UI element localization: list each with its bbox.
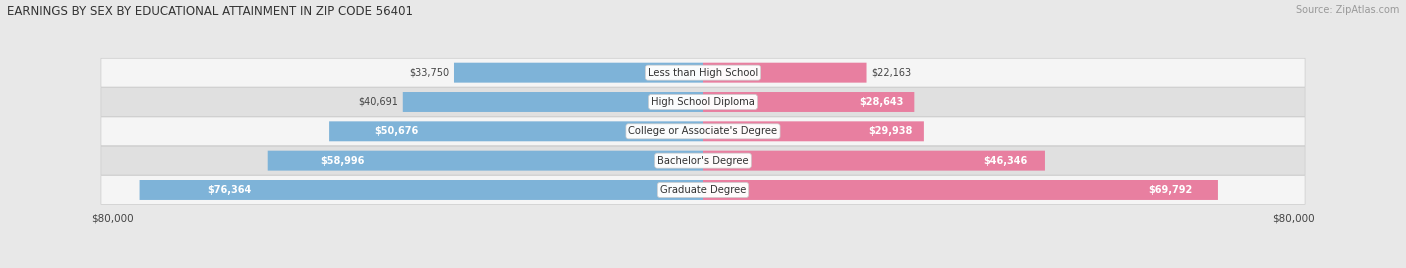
Text: EARNINGS BY SEX BY EDUCATIONAL ATTAINMENT IN ZIP CODE 56401: EARNINGS BY SEX BY EDUCATIONAL ATTAINMEN… [7,5,413,18]
Text: $22,163: $22,163 [872,68,911,78]
FancyBboxPatch shape [703,63,866,83]
Text: $40,691: $40,691 [359,97,398,107]
Text: $29,938: $29,938 [869,126,912,136]
FancyBboxPatch shape [101,176,1305,204]
Text: $33,750: $33,750 [409,68,450,78]
FancyBboxPatch shape [703,180,1218,200]
FancyBboxPatch shape [101,117,1305,146]
Text: Bachelor's Degree: Bachelor's Degree [657,156,749,166]
Text: $58,996: $58,996 [321,156,364,166]
FancyBboxPatch shape [454,63,703,83]
Text: Less than High School: Less than High School [648,68,758,78]
FancyBboxPatch shape [402,92,703,112]
FancyBboxPatch shape [101,58,1305,87]
FancyBboxPatch shape [101,146,1305,175]
FancyBboxPatch shape [703,92,914,112]
FancyBboxPatch shape [703,121,924,141]
Text: $46,346: $46,346 [984,156,1028,166]
FancyBboxPatch shape [703,151,1045,171]
FancyBboxPatch shape [267,151,703,171]
Text: Graduate Degree: Graduate Degree [659,185,747,195]
FancyBboxPatch shape [329,121,703,141]
Text: $76,364: $76,364 [207,185,252,195]
Text: $50,676: $50,676 [374,126,418,136]
Text: $28,643: $28,643 [859,97,904,107]
FancyBboxPatch shape [101,88,1305,116]
Text: $69,792: $69,792 [1147,185,1192,195]
Text: Source: ZipAtlas.com: Source: ZipAtlas.com [1295,5,1399,15]
Text: High School Diploma: High School Diploma [651,97,755,107]
Text: College or Associate's Degree: College or Associate's Degree [628,126,778,136]
FancyBboxPatch shape [139,180,703,200]
